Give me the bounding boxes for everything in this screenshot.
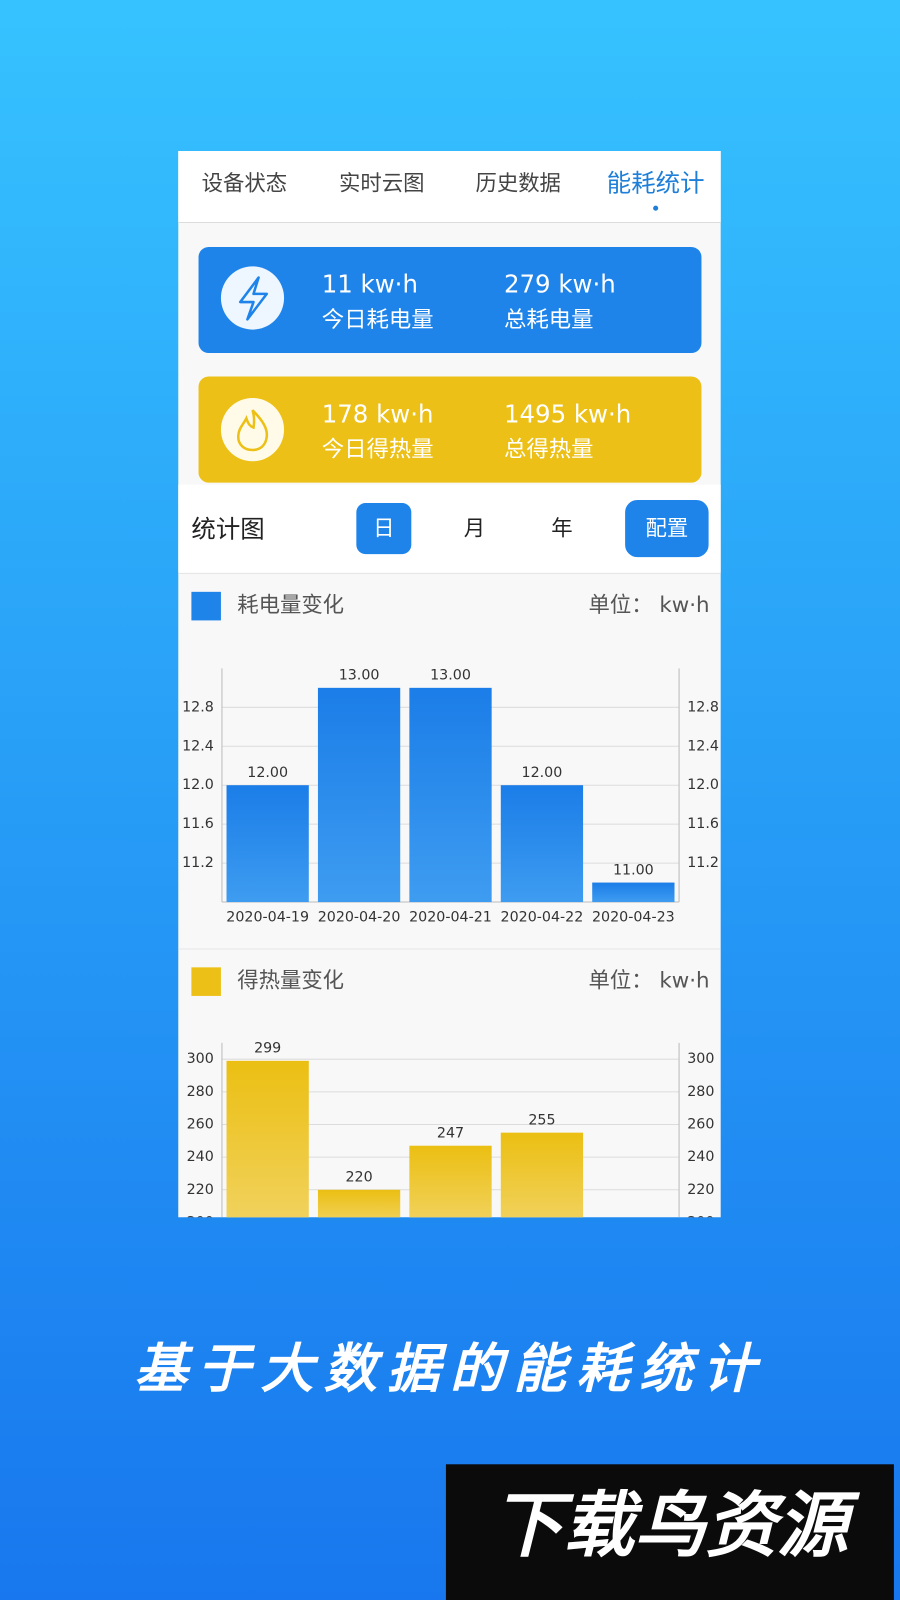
card-total: 279 kw·h <box>504 270 616 299</box>
legend-swatch <box>191 967 221 996</box>
y-tick-label: 280 <box>187 1084 214 1100</box>
bar <box>500 1132 584 1218</box>
y2-tick-label: 300 <box>687 1051 714 1067</box>
card-total: 1495 kw·h <box>504 399 631 428</box>
y2-tick-label: 12.8 <box>687 699 719 715</box>
bar <box>226 785 309 903</box>
y-tick-label: 240 <box>187 1149 214 1165</box>
y2-tick-label: 280 <box>687 1084 714 1100</box>
y2-tick-label: 260 <box>687 1116 714 1132</box>
bar <box>317 1189 401 1218</box>
y2-tick-label: 200 <box>687 1214 714 1230</box>
card-total-label: 总耗电量 <box>504 307 594 333</box>
x-tick-label: 2020-04-23 <box>592 909 675 925</box>
tab[interactable]: 历史数据 <box>475 172 560 197</box>
card-today: 178 kw·h <box>322 399 434 428</box>
y2-tick-label: 240 <box>687 1149 714 1165</box>
y2-tick-label: 11.6 <box>687 816 719 832</box>
legend-swatch <box>191 591 221 621</box>
value-label: 255 <box>528 1112 555 1128</box>
period-active-bg <box>356 503 412 555</box>
bar <box>226 1060 309 1218</box>
tab[interactable]: 设备状态 <box>202 172 287 197</box>
legend-label: 得热量变化 <box>237 969 344 994</box>
bar <box>409 1145 492 1218</box>
period-button[interactable]: 月 <box>464 517 485 542</box>
period-button[interactable]: 日 <box>373 517 394 542</box>
value-label: 12.00 <box>247 765 288 781</box>
y-tick-label: 220 <box>187 1182 214 1198</box>
config-button-bg <box>625 500 709 558</box>
y-tick-label: 300 <box>187 1051 214 1067</box>
y-tick-label: 12.0 <box>182 777 214 793</box>
card-today: 11 kw·h <box>322 270 418 299</box>
tab-bar <box>178 151 721 223</box>
y-tick-label: 11.2 <box>182 855 214 871</box>
bar <box>592 882 675 903</box>
y-tick-label: 12.8 <box>182 699 214 715</box>
stats-title: 统计图 <box>191 515 264 544</box>
y-tick-label: 12.4 <box>182 738 214 754</box>
x-tick-label: 2020-04-22 <box>501 909 584 925</box>
bolt-icon <box>238 276 269 321</box>
value-label: 13.00 <box>430 668 471 684</box>
period-button[interactable]: 年 <box>551 517 572 542</box>
config-button[interactable]: 配置 <box>645 517 688 542</box>
card-total-label: 总得热量 <box>504 436 594 462</box>
app-panel: 设备状态 实时云图 历史数据 能耗统计 11 kw·h 今日耗电量 279 kw·h 总耗电量… <box>178 151 721 1230</box>
value-label: 11.00 <box>613 862 654 878</box>
value-label: 299 <box>254 1041 281 1057</box>
tab[interactable]: 实时云图 <box>339 172 424 197</box>
card-today-label: 今日得热量 <box>322 436 434 462</box>
y2-tick-label: 11.2 <box>687 855 719 871</box>
value-label: 247 <box>437 1125 464 1141</box>
y2-tick-label: 12.0 <box>687 777 719 793</box>
flame-icon <box>236 409 269 452</box>
bar <box>500 785 584 903</box>
card-today-label: 今日耗电量 <box>322 307 434 333</box>
value-label: 13.00 <box>339 668 380 684</box>
tab[interactable]: 能耗统计 <box>607 169 705 198</box>
watermark: 下载鸟资源 <box>492 1484 861 1567</box>
unit-label: 单位： kw·h <box>589 969 710 994</box>
tab-indicator <box>653 205 659 211</box>
y-tick-label: 11.6 <box>182 816 214 832</box>
heat-card <box>198 376 702 483</box>
y-tick-label: 260 <box>187 1116 214 1132</box>
x-tick-label: 2020-04-19 <box>226 909 309 925</box>
unit-label: 单位： kw·h <box>589 593 710 618</box>
bar <box>317 687 401 903</box>
bar <box>409 687 492 903</box>
power-icon <box>220 266 285 330</box>
value-label: 220 <box>345 1170 372 1186</box>
y2-tick-label: 12.4 <box>687 738 719 754</box>
legend-label: 耗电量变化 <box>237 593 344 618</box>
value-label: 12.00 <box>522 765 563 781</box>
caption: 基于大数据的能耗统计 <box>134 1339 765 1400</box>
heat-icon <box>220 397 285 462</box>
y2-tick-label: 220 <box>687 1182 714 1198</box>
y-tick-label: 200 <box>187 1214 214 1230</box>
watermark-bg <box>445 1464 894 1600</box>
x-tick-label: 2020-04-20 <box>318 909 401 925</box>
power-card <box>198 246 702 354</box>
x-tick-label: 2020-04-21 <box>409 909 492 925</box>
